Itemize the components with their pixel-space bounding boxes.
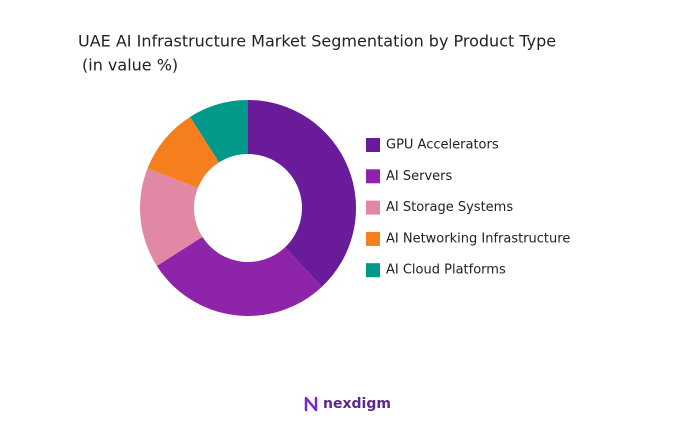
legend-swatch bbox=[366, 138, 380, 152]
chart-title: UAE AI Infrastructure Market Segmentatio… bbox=[78, 32, 556, 51]
legend-label: AI Networking Infrastructure bbox=[386, 231, 570, 246]
brand-logo: nexdigm bbox=[304, 396, 391, 412]
legend-swatch bbox=[366, 263, 380, 278]
legend-label: AI Storage Systems bbox=[386, 200, 513, 215]
brand-name: nexdigm bbox=[323, 396, 391, 412]
donut-slice bbox=[190, 100, 248, 163]
donut-slice bbox=[248, 100, 356, 287]
legend-swatch bbox=[366, 169, 380, 184]
legend-swatch bbox=[366, 200, 380, 215]
donut-slice bbox=[140, 168, 203, 266]
chart-subtitle: (in value %) bbox=[82, 56, 178, 75]
legend-swatch bbox=[366, 231, 380, 246]
donut-slice bbox=[147, 116, 220, 189]
legend-label: AI Cloud Platforms bbox=[386, 263, 506, 278]
legend-label: GPU Accelerators bbox=[386, 138, 499, 153]
donut-slice bbox=[156, 236, 322, 317]
legend-label: AI Servers bbox=[386, 169, 452, 184]
brand-icon bbox=[304, 396, 318, 412]
